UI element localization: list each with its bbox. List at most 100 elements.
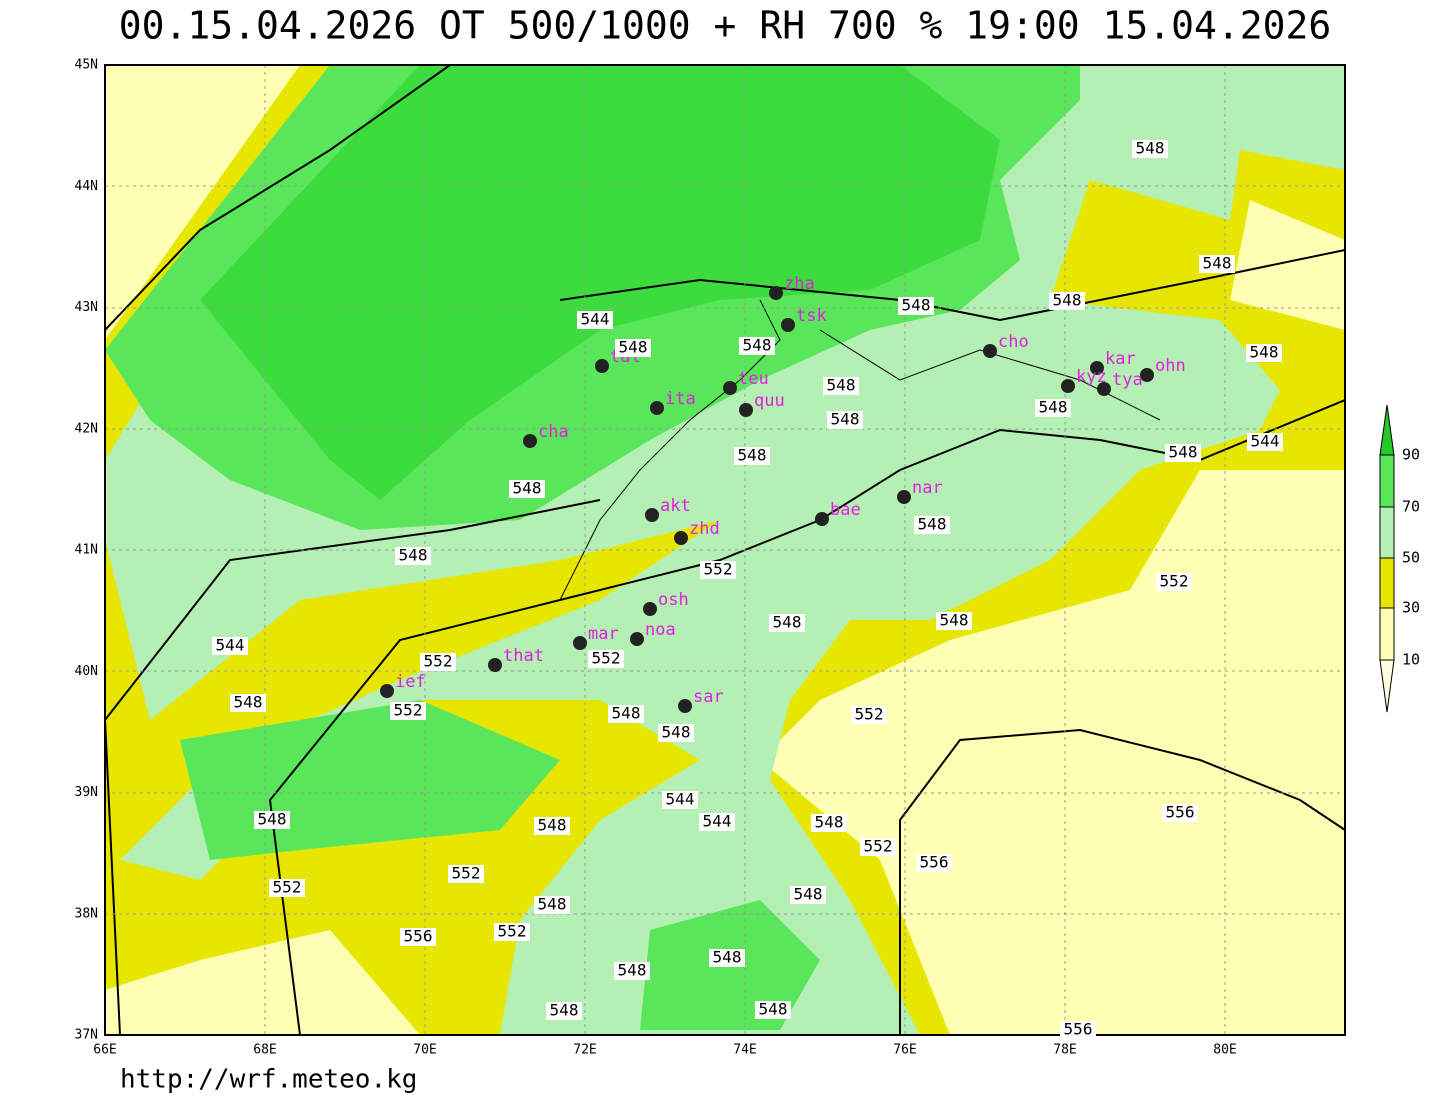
contour-label-bg — [390, 702, 426, 720]
contour-label-bg — [254, 811, 290, 829]
station-dot — [897, 490, 911, 504]
contour-label-bg — [1035, 399, 1071, 417]
contour-label-bg — [898, 297, 934, 315]
contour-label: 548 — [1203, 254, 1232, 273]
contour-label-bg — [509, 480, 545, 498]
contour-label: 548 — [827, 376, 856, 395]
station-label: bae — [830, 500, 861, 520]
contour-label: 548 — [1053, 291, 1082, 310]
station-label: teu — [738, 369, 769, 389]
contour-label: 548 — [738, 446, 767, 465]
station-label: tya — [1112, 370, 1143, 390]
station-label: sar — [693, 687, 724, 707]
station-label: mar — [588, 624, 619, 644]
station-dot — [983, 344, 997, 358]
contour-label-bg — [851, 706, 887, 724]
contour-label-bg — [615, 339, 651, 357]
lat-label: 44N — [75, 179, 98, 194]
contour-label-bg — [534, 896, 570, 914]
contour-label: 548 — [550, 1001, 579, 1020]
contour-label-bg — [699, 813, 735, 831]
colorbar-label: 30 — [1402, 599, 1420, 617]
lat-label: 41N — [75, 543, 98, 558]
contour-label-bg — [588, 650, 624, 668]
contour-label-bg — [709, 949, 745, 967]
station-label: zha — [784, 274, 815, 294]
contour-label-bg — [827, 411, 863, 429]
colorbar-label: 90 — [1402, 446, 1420, 464]
station-dot — [723, 381, 737, 395]
station-dot — [781, 318, 795, 332]
contour-label-bg — [608, 705, 644, 723]
contour-label: 548 — [399, 546, 428, 565]
station-label: zhd — [689, 519, 720, 539]
contour-label: 552 — [394, 701, 423, 720]
contour-label-bg — [1156, 573, 1192, 591]
contour-label: 548 — [234, 693, 263, 712]
station-dot — [630, 632, 644, 646]
contour-label-bg — [1165, 444, 1201, 462]
station-label: ita — [665, 389, 696, 409]
contour-label: 548 — [618, 961, 647, 980]
contour-label-bg — [230, 694, 266, 712]
lon-label: 74E — [733, 1043, 756, 1058]
contour-label-bg — [420, 653, 456, 671]
lat-label: 39N — [75, 785, 98, 800]
contour-label: 552 — [704, 560, 733, 579]
lat-label: 43N — [75, 300, 98, 315]
contour-label: 548 — [1250, 343, 1279, 362]
station-dot — [739, 403, 753, 417]
lon-label: 68E — [253, 1043, 276, 1058]
station-dot — [678, 699, 692, 713]
contour-label-bg — [739, 337, 775, 355]
contour-label: 544 — [1251, 432, 1280, 451]
contour-label: 548 — [538, 816, 567, 835]
station-label: nar — [912, 478, 943, 498]
map-frame — [104, 64, 1346, 1036]
contour-label-bg — [662, 791, 698, 809]
contour-label-bg — [212, 637, 248, 655]
contour-label-bg — [614, 962, 650, 980]
station-label: ohn — [1155, 356, 1186, 376]
station-dot — [595, 359, 609, 373]
contour-label: 548 — [1169, 443, 1198, 462]
station-dot — [1061, 379, 1075, 393]
contour-label: 544 — [703, 812, 732, 831]
lat-label: 40N — [75, 664, 98, 679]
station-label: akt — [660, 496, 691, 516]
station-label: tsk — [796, 306, 827, 326]
contour-label: 548 — [794, 885, 823, 904]
lat-label: 45N — [75, 58, 98, 73]
contour-label: 552 — [452, 864, 481, 883]
contour-label: 556 — [920, 853, 949, 872]
contour-label-bg — [916, 854, 952, 872]
station-dot — [650, 401, 664, 415]
contour-label: 556 — [1166, 803, 1195, 822]
station-label: that — [503, 646, 544, 666]
station-dot — [643, 602, 657, 616]
contour-label: 548 — [1039, 398, 1068, 417]
contour-label-bg — [448, 865, 484, 883]
station-label: ief — [395, 672, 426, 692]
contour-label-bg — [700, 561, 736, 579]
contour-label-bg — [534, 817, 570, 835]
contour-label-bg — [755, 1001, 791, 1019]
contour-label: 548 — [538, 895, 567, 914]
contour-label-bg — [269, 879, 305, 897]
contour-label-bg — [1199, 255, 1235, 273]
colorbar-label: 10 — [1402, 651, 1420, 669]
contour-label: 548 — [513, 479, 542, 498]
contour-label: 548 — [1136, 139, 1165, 158]
colorbar-label: 50 — [1402, 549, 1420, 567]
contour-label-bg — [395, 547, 431, 565]
contour-label: 548 — [918, 515, 947, 534]
contour-label: 548 — [612, 704, 641, 723]
contour-label: 548 — [902, 296, 931, 315]
station-label: cha — [538, 422, 569, 442]
contour-label-bg — [1162, 804, 1198, 822]
contour-label: 548 — [619, 338, 648, 357]
lon-label: 72E — [573, 1043, 596, 1058]
title: 00.15.04.2026 OT 500/1000 + RH 700 % 19:… — [119, 4, 1332, 48]
